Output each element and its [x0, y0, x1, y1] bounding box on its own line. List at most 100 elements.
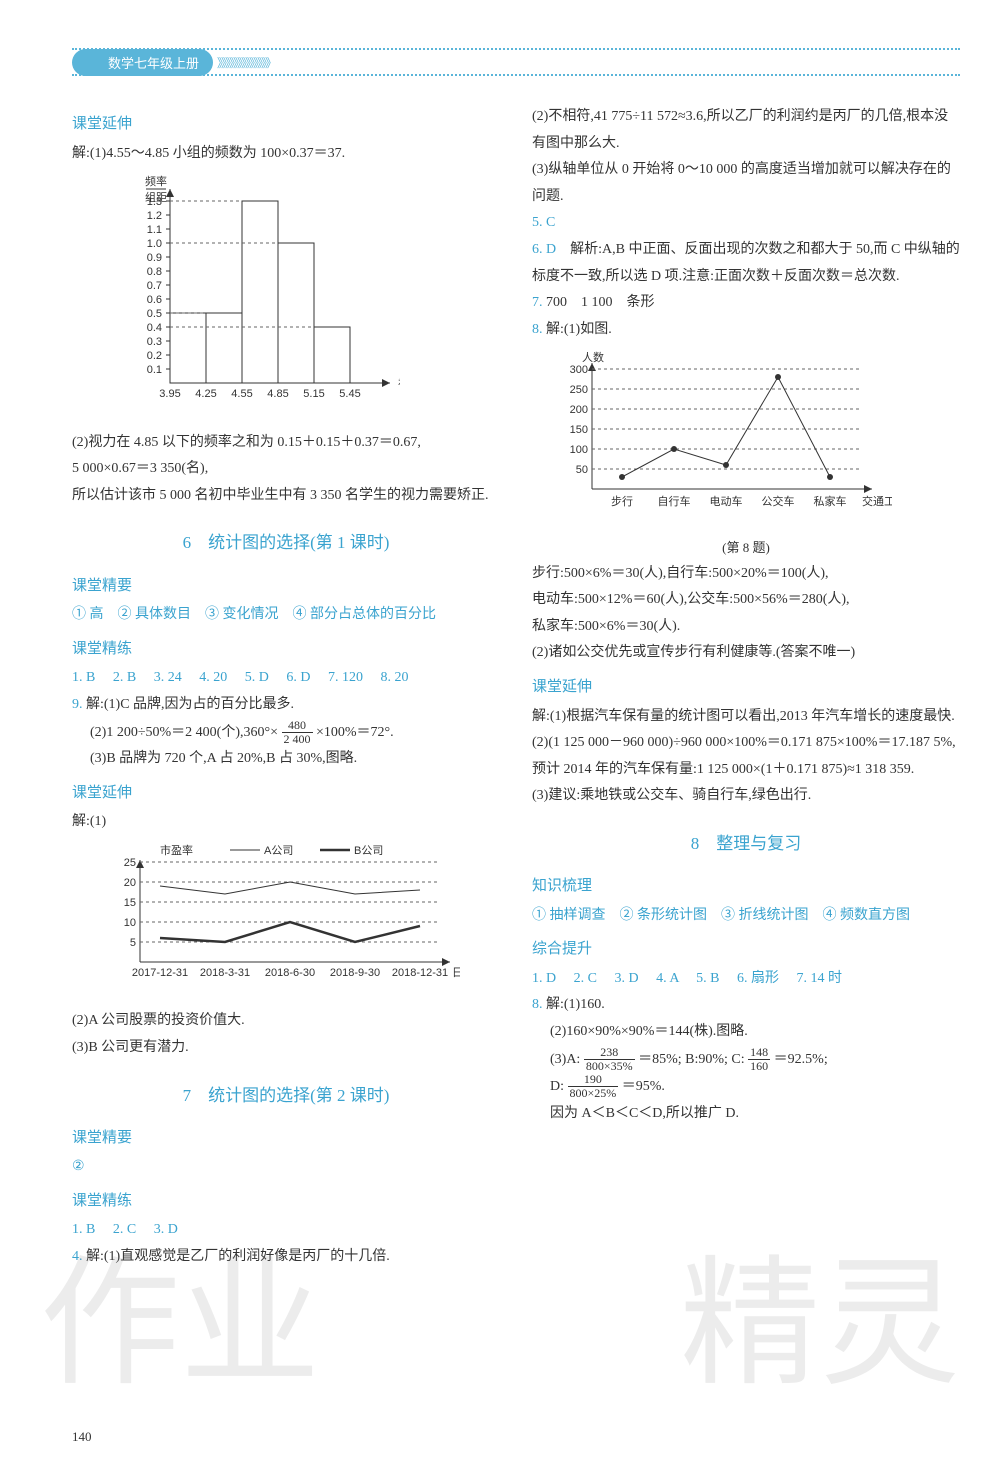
svg-text:公交车: 公交车 — [762, 494, 795, 508]
svg-text:市盈率: 市盈率 — [160, 843, 193, 857]
svg-text:100: 100 — [570, 444, 588, 456]
r8b: 步行:500×6%＝30(人),自行车:500×20%＝100(人), — [532, 561, 960, 588]
key2: ② — [72, 1154, 500, 1181]
prac-line: 1. B 2. B 3. 24 4. 20 5. D 6. D 7. 120 8… — [72, 665, 500, 692]
svg-text:2018-12-31: 2018-12-31 — [392, 967, 448, 979]
svg-text:250: 250 — [570, 384, 588, 396]
key-items: ① 高 ② 具体数目 ③ 变化情况 ④ 部分占总体的百分比 — [72, 602, 500, 629]
re2a: (2)(1 125 000－960 000)÷960 000×100%＝0.17… — [532, 730, 960, 757]
svg-text:日期: 日期 — [452, 966, 460, 979]
r4b: (2)不相符,41 775÷11 572≈3.6,所以乙厂的利润约是丙厂的几倍,… — [532, 104, 960, 157]
prac2-line: 1. B 2. C 3. D — [72, 1217, 500, 1244]
extL3: (3)B 公司更有潜力. — [72, 1035, 500, 1062]
ext2c: 所以估计该市 5 000 名初中毕业生中有 3 350 名学生的视力需要矫正. — [72, 483, 500, 510]
lesson8-title: 8 整理与复习 — [532, 828, 960, 860]
pp4: 4. 解:(1)直观感觉是乙厂的利润好像是丙厂的十几倍.4. 解:(1)直观感觉… — [72, 1244, 500, 1271]
re2b: 预计 2014 年的汽车保有量:1 125 000×(1＋0.171 875)≈… — [532, 757, 960, 784]
re3: (3)建议:乘地铁或公交车、骑自行车,绿色出行. — [532, 783, 960, 810]
header-badge: 数学七年级上册 — [72, 49, 213, 76]
r8a: 8. 解:(1)如图.8. 解:(1)如图. — [532, 317, 960, 344]
caption8: (第 8 题) — [532, 536, 960, 561]
svg-text:0.6: 0.6 — [147, 294, 162, 306]
c8a: 8. 解:(1)160.8. 解:(1)160. — [532, 992, 960, 1019]
c8c: (3)A: 238800×35% ＝85%; B:90%; C: 148160 … — [532, 1046, 960, 1074]
sec-ext-r: 课堂延伸 — [532, 673, 960, 702]
svg-text:2018-6-30: 2018-6-30 — [265, 967, 315, 979]
svg-text:4.55: 4.55 — [231, 388, 252, 400]
svg-text:2018-3-31: 2018-3-31 — [200, 967, 250, 979]
svg-text:2018-9-30: 2018-9-30 — [330, 967, 380, 979]
r8e: (2)诸如公交优先或宣传步行有利健康等.(答案不唯一) — [532, 640, 960, 667]
svg-text:0.1: 0.1 — [147, 364, 162, 376]
sec-c: 综合提升 — [532, 935, 960, 964]
sec-prac: 课堂精练 — [72, 635, 500, 664]
sec-ext2: 课堂延伸 — [72, 779, 500, 808]
svg-text:5.15: 5.15 — [303, 388, 324, 400]
r5: 5. C — [532, 210, 960, 237]
svg-text:人数: 人数 — [582, 351, 604, 364]
lesson7-title: 7 统计图的选择(第 2 课时) — [72, 1080, 500, 1112]
ext2a: (2)视力在 4.85 以下的频率之和为 0.15＋0.15＋0.37＝0.67… — [72, 430, 500, 457]
r8c: 电动车:500×12%＝60(人),公交车:500×56%＝280(人), — [532, 587, 960, 614]
svg-text:视力: 视力 — [398, 376, 400, 390]
svg-text:25: 25 — [124, 857, 136, 869]
section-extend: 课堂延伸 — [72, 110, 500, 139]
left-column: 课堂延伸 解:(1)4.55～4.85 小组的频数为 100×0.37＝37. … — [72, 104, 500, 1271]
right-column: (2)不相符,41 775÷11 572≈3.6,所以乙厂的利润约是丙厂的几倍,… — [532, 104, 960, 1271]
svg-text:1.3: 1.3 — [147, 196, 162, 208]
r4c: (3)纵轴单位从 0 开始将 0～10 000 的高度适当增加就可以解决存在的问… — [532, 157, 960, 210]
svg-text:5: 5 — [130, 937, 136, 949]
re1: 解:(1)根据汽车保有量的统计图可以看出,2013 年汽车增长的速度最快. — [532, 704, 960, 731]
svg-text:步行: 步行 — [611, 495, 633, 508]
svg-text:0.9: 0.9 — [147, 252, 162, 264]
svg-text:10: 10 — [124, 917, 136, 929]
p9c: (3)B 品牌为 720 个,A 占 20%,B 占 30%,图略. — [72, 746, 500, 773]
chevrons: 》》》》》》》》》》》》》 — [217, 54, 275, 71]
svg-text:4.25: 4.25 — [195, 388, 216, 400]
r6: 6. D 解析:A,B 中正面、反面出现的次数之和都大于 50,而 C 中纵轴的… — [532, 237, 960, 290]
lesson6-title: 6 统计图的选择(第 1 课时) — [72, 527, 500, 559]
r8d: 私家车:500×6%＝30(人). — [532, 614, 960, 641]
svg-text:50: 50 — [576, 464, 588, 476]
line-chart: 市盈率 A公司 B公司 510152025 2017-12-312018-3-3… — [100, 842, 500, 1003]
svg-text:5.45: 5.45 — [339, 388, 360, 400]
svg-text:0.8: 0.8 — [147, 266, 162, 278]
header: 数学七年级上册 》》》》》》》》》》》》》 — [72, 48, 960, 76]
ext-sol: 解:(1) — [72, 809, 500, 836]
svg-text:交通工具: 交通工具 — [862, 494, 892, 508]
svg-text:300: 300 — [570, 364, 588, 376]
c8d: D: 190800×25% ＝95%. — [532, 1073, 960, 1101]
c8e: 因为 A＜B＜C＜D,所以推广 D. — [532, 1101, 960, 1128]
ext1: 解:(1)4.55～4.85 小组的频数为 100×0.37＝37. — [72, 141, 500, 168]
sec-prac2: 课堂精练 — [72, 1187, 500, 1216]
svg-text:1.0: 1.0 — [147, 238, 162, 250]
svg-text:1.2: 1.2 — [147, 210, 162, 222]
c-line: 1. D 2. C 3. D 4. A 5. B 6. 扇形 7. 14 时 — [532, 966, 960, 993]
svg-text:B公司: B公司 — [354, 845, 383, 857]
page-number: 140 — [72, 1429, 92, 1445]
sec-key2: 课堂精要 — [72, 1124, 500, 1153]
svg-text:150: 150 — [570, 424, 588, 436]
svg-text:频率: 频率 — [145, 174, 167, 188]
ext2b: 5 000×0.67＝3 350(名), — [72, 456, 500, 483]
svg-text:1.1: 1.1 — [147, 224, 162, 236]
p9a: 9. 9. 解:(1)C 品牌,因为占的百分比最多.解:(1)C 品牌,因为占的… — [72, 692, 500, 719]
r7: 7. 700 1 100 条形7. 700 1 100 条形 — [532, 290, 960, 317]
svg-text:0.7: 0.7 — [147, 280, 162, 292]
svg-text:0.3: 0.3 — [147, 336, 162, 348]
c8b: (2)160×90%×90%＝144(株).图略. — [532, 1019, 960, 1046]
svg-text:私家车: 私家车 — [814, 494, 847, 508]
point-chart: 人数 50100150200250300 步行自行车电动车公交车私家车 交通工具 — [552, 349, 960, 530]
svg-text:15: 15 — [124, 897, 136, 909]
svg-text:自行车: 自行车 — [658, 494, 691, 508]
svg-text:0.5: 0.5 — [147, 308, 162, 320]
p9b: (2)1 200÷50%＝2 400(个),360°× 4802 400 ×10… — [72, 719, 500, 747]
svg-text:4.85: 4.85 — [267, 388, 288, 400]
svg-text:0.4: 0.4 — [147, 322, 162, 334]
k-items: ① 抽样调查 ② 条形统计图 ③ 折线统计图 ④ 频数直方图 — [532, 903, 960, 930]
svg-text:20: 20 — [124, 877, 136, 889]
histogram: 频率 组距 0.10.20.30.40.50.60.70.80.91.01.11… — [120, 173, 500, 424]
svg-text:A公司: A公司 — [264, 845, 293, 857]
svg-text:电动车: 电动车 — [710, 494, 743, 508]
svg-text:0.2: 0.2 — [147, 350, 162, 362]
